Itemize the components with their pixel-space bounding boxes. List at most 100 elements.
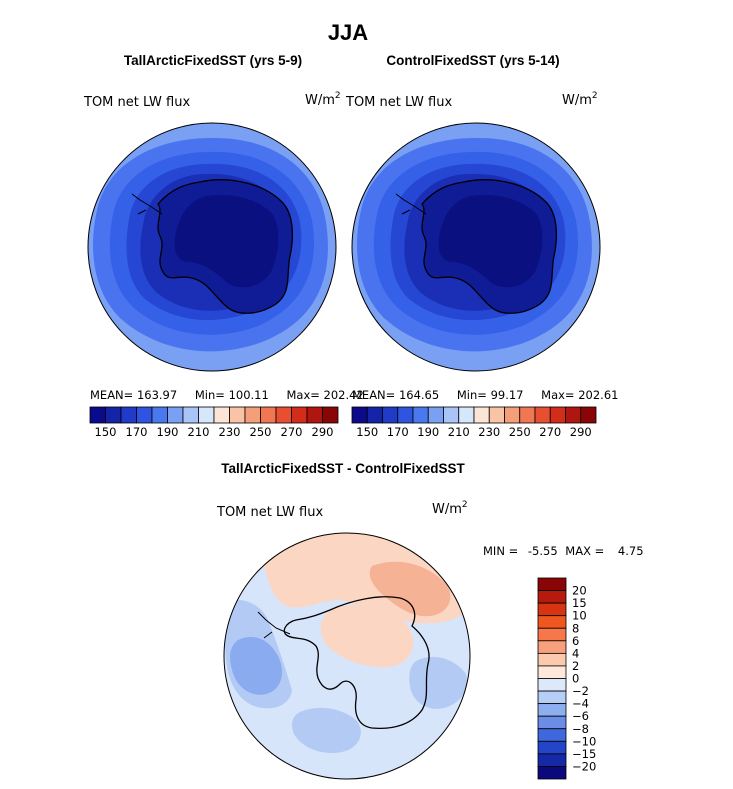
colorbar-swatch xyxy=(537,715,567,730)
panel-title: ControlFixedSST (yrs 5-14) xyxy=(386,53,559,68)
colorbar-tick-label: −15 xyxy=(572,747,596,761)
colorbar xyxy=(351,406,597,424)
colorbar-swatch xyxy=(534,406,551,424)
colorbar-tick-label: 230 xyxy=(478,425,500,439)
colorbar-tick-label: 210 xyxy=(188,425,210,439)
colorbar-swatch xyxy=(213,406,230,424)
polar-map xyxy=(88,123,336,371)
colorbar-tick-label: 2 xyxy=(572,659,579,673)
colorbar-swatch xyxy=(537,590,567,604)
colorbar-tick-label: 150 xyxy=(95,425,117,439)
colorbar-swatch xyxy=(322,406,339,424)
variable-label: TOM net LW flux xyxy=(83,95,190,110)
mean-label: MEAN= xyxy=(352,388,395,402)
colorbar-swatch xyxy=(136,406,153,424)
cool-region-south xyxy=(292,707,361,754)
colorbar-swatch xyxy=(198,406,215,424)
mean-value: 164.65 xyxy=(399,388,439,402)
colorbar-swatch xyxy=(366,406,383,424)
colorbar-tick-label: −6 xyxy=(572,709,589,723)
panel-difference: TallArcticFixedSST - ControlFixedSST TOM… xyxy=(216,461,644,780)
colorbar-swatch xyxy=(427,406,444,424)
colorbar-swatch xyxy=(537,690,567,705)
colorbar-swatch xyxy=(537,615,567,629)
colorbar-tick-label: 230 xyxy=(219,425,241,439)
colorbar-swatch xyxy=(229,406,246,424)
stats-line: MEAN= 163.97 Min= 100.11 Max= 202.42 xyxy=(90,388,364,402)
colorbar-tick-label: 290 xyxy=(312,425,334,439)
warm-region-strong xyxy=(369,561,451,617)
antarctica-interior xyxy=(438,194,543,288)
colorbar-swatch xyxy=(182,406,199,424)
antarctica-outline xyxy=(283,596,430,730)
min-label: Min= xyxy=(195,388,225,402)
colorbar-swatch xyxy=(382,406,399,424)
panel-title: TallArcticFixedSST (yrs 5-9) xyxy=(124,53,302,68)
colorbar-swatch xyxy=(488,406,505,424)
cool-region-strong xyxy=(230,636,282,695)
panel-tallarctic: TallArcticFixedSST (yrs 5-9) TOM net LW … xyxy=(83,53,364,439)
colorbar-swatch xyxy=(537,627,567,642)
colorbar-tick-label: −4 xyxy=(572,697,589,711)
colorbar-swatch xyxy=(537,577,567,591)
colorbar-tick-label: 170 xyxy=(126,425,148,439)
units-exponent: 2 xyxy=(335,91,341,101)
colorbar-tick-label: 6 xyxy=(572,634,579,648)
colorbar-swatch xyxy=(537,665,567,679)
variable-label: TOM net LW flux xyxy=(216,505,323,520)
map-border xyxy=(223,532,471,780)
mean-label: MEAN= xyxy=(90,388,133,402)
colorbar-swatch xyxy=(549,406,566,424)
colorbar-tick-label: 15 xyxy=(572,596,587,610)
min-max-line: MIN = -5.55 MAX = 4.75 xyxy=(483,544,644,558)
variable-label: TOM net LW flux xyxy=(345,95,452,110)
colorbar-tick-label: 250 xyxy=(509,425,531,439)
colorbar-swatch xyxy=(397,406,414,424)
colorbar-tick-label: 170 xyxy=(387,425,409,439)
colorbar-swatch xyxy=(504,406,521,424)
colorbar-swatch xyxy=(120,406,137,424)
max-label: Max= xyxy=(286,388,319,402)
colorbar-swatch xyxy=(473,406,490,424)
colorbar-tick-label: 270 xyxy=(539,425,561,439)
colorbar-swatch xyxy=(537,652,567,667)
colorbar-swatch xyxy=(537,703,567,717)
min-label: MIN = xyxy=(483,544,518,558)
colorbar-tick-labels: 150 170 190 210 230 250 270 290 xyxy=(356,425,591,439)
colorbar-swatch xyxy=(260,406,277,424)
units-label: W/m2 xyxy=(305,91,341,108)
colorbar-swatch xyxy=(167,406,184,424)
colorbar-swatch xyxy=(458,406,475,424)
colorbar-tick-label: 150 xyxy=(356,425,378,439)
colorbar-swatch xyxy=(537,640,567,654)
cool-region-east xyxy=(409,656,467,709)
colorbar-tick-label: 210 xyxy=(448,425,470,439)
polar-map xyxy=(224,533,470,779)
colorbar-tick-labels: 150 170 190 210 230 250 270 290 xyxy=(95,425,334,439)
colorbar-tick-label: 4 xyxy=(572,646,579,660)
colorbar-tick-label: 10 xyxy=(572,609,587,623)
min-label: Min= xyxy=(457,388,487,402)
colorbar-tick-label: 0 xyxy=(572,672,579,686)
colorbar-swatch xyxy=(412,406,429,424)
max-value: 202.42 xyxy=(324,388,364,402)
max-value: 202.61 xyxy=(578,388,618,402)
colorbar-swatch xyxy=(291,406,308,424)
mean-value: 163.97 xyxy=(137,388,177,402)
colorbar-swatch xyxy=(537,766,567,780)
polar-map xyxy=(352,123,600,371)
colorbar-tick-label: −8 xyxy=(572,722,589,736)
stats-line: MEAN= 164.65 Min= 99.17 Max= 202.61 xyxy=(352,388,618,402)
max-label: MAX = xyxy=(565,544,604,558)
units-base: W/m xyxy=(305,93,335,108)
units-exponent: 2 xyxy=(592,91,598,101)
antarctica-interior xyxy=(174,194,279,288)
panel-title: TallArcticFixedSST - ControlFixedSST xyxy=(221,461,465,476)
colorbar-swatch xyxy=(89,406,106,424)
antarctic-peninsula xyxy=(395,193,427,215)
colorbar-swatch xyxy=(580,406,597,424)
colorbar-swatch xyxy=(537,678,567,692)
colorbar-tick-label: −20 xyxy=(572,759,596,773)
